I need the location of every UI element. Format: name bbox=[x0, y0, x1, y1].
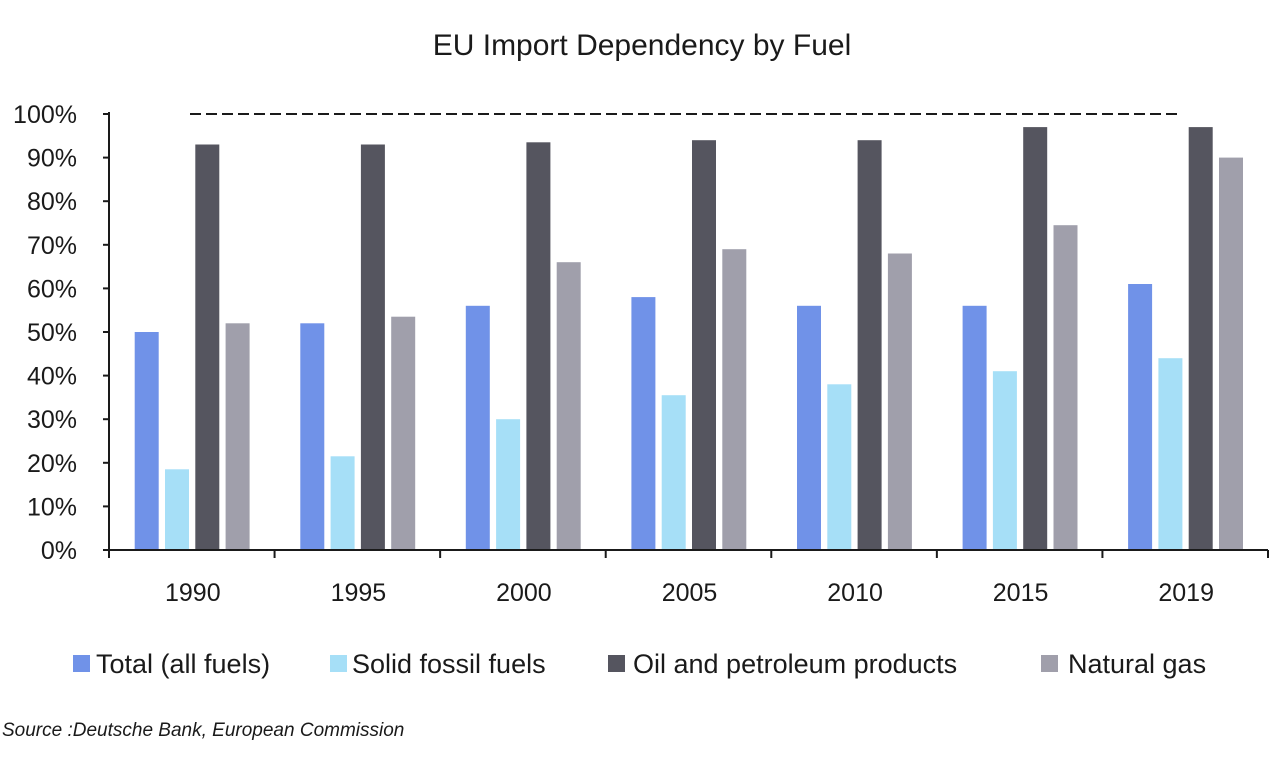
x-tick-label: 1995 bbox=[331, 579, 387, 607]
bar-2015-series-2 bbox=[992, 371, 1017, 550]
bar-2019-series-3 bbox=[1188, 127, 1213, 550]
x-tick-label: 2010 bbox=[827, 579, 883, 607]
legend-swatch-solid bbox=[330, 655, 347, 672]
legend-swatch-oil bbox=[608, 655, 625, 672]
bar-2010-series-3 bbox=[857, 140, 882, 550]
bar-2010-series-2 bbox=[827, 384, 852, 550]
bar-2000-series-2 bbox=[496, 419, 521, 550]
y-tick-label: 0% bbox=[41, 537, 77, 565]
bar-2019-series-2 bbox=[1158, 358, 1183, 550]
y-tick-label: 100% bbox=[13, 101, 77, 129]
bar-1995-series-3 bbox=[360, 144, 385, 550]
bar-2015-series-1 bbox=[962, 305, 987, 550]
legend-swatch-gas bbox=[1041, 655, 1058, 672]
bar-1990-series-4 bbox=[225, 323, 250, 550]
x-tick-label: 2000 bbox=[496, 579, 552, 607]
bar-2000-series-4 bbox=[556, 262, 581, 550]
bar-2000-series-3 bbox=[526, 142, 551, 551]
bar-1995-series-4 bbox=[391, 316, 416, 550]
legend-label-total: Total (all fuels) bbox=[96, 649, 270, 679]
y-tick-label: 50% bbox=[27, 319, 77, 347]
bar-2019-series-4 bbox=[1219, 157, 1243, 550]
bar-2010-series-4 bbox=[887, 253, 912, 550]
legend: Total (all fuels) Solid fossil fuels Oil… bbox=[73, 649, 1206, 679]
y-tick-label: 30% bbox=[27, 406, 77, 434]
x-tick-label: 2019 bbox=[1158, 579, 1214, 607]
y-axis-ticks: 0% 10% 20% 30% 40% 50% 60% 70% 80% 90% 100% bbox=[13, 101, 109, 565]
bar-1990-series-3 bbox=[195, 144, 220, 550]
bar-1990-series-1 bbox=[134, 332, 159, 550]
bar-1990-series-2 bbox=[165, 469, 189, 550]
bar-2019-series-1 bbox=[1128, 284, 1153, 550]
source-note: Source :Deutsche Bank, European Commissi… bbox=[2, 720, 404, 741]
x-tick-label: 1990 bbox=[165, 579, 221, 607]
bar-2000-series-1 bbox=[465, 305, 490, 550]
y-tick-label: 20% bbox=[27, 450, 77, 478]
x-tick-label: 2005 bbox=[662, 579, 718, 607]
bar-2005-series-1 bbox=[631, 297, 656, 550]
y-tick-label: 60% bbox=[27, 275, 77, 303]
bar-2015-series-3 bbox=[1023, 127, 1048, 550]
bar-2010-series-1 bbox=[797, 305, 821, 550]
bar-1995-series-1 bbox=[300, 323, 325, 550]
bars bbox=[134, 127, 1243, 551]
bar-2015-series-4 bbox=[1053, 225, 1078, 550]
y-tick-label: 10% bbox=[27, 493, 77, 521]
legend-label-solid: Solid fossil fuels bbox=[352, 649, 546, 679]
x-tick-label: 2015 bbox=[993, 579, 1049, 607]
bar-2005-series-3 bbox=[692, 140, 716, 550]
legend-label-gas: Natural gas bbox=[1068, 649, 1206, 679]
axes bbox=[103, 112, 1269, 558]
x-axis-ticks: 1990 1995 2000 2005 2010 2015 2019 bbox=[165, 579, 1214, 607]
y-tick-label: 70% bbox=[27, 232, 77, 260]
chart-title: EU Import Dependency by Fuel bbox=[433, 29, 852, 62]
bar-2005-series-4 bbox=[722, 249, 747, 550]
legend-label-oil: Oil and petroleum products bbox=[633, 649, 957, 679]
y-tick-label: 90% bbox=[27, 145, 77, 173]
bar-2005-series-2 bbox=[661, 395, 686, 550]
legend-swatch-total bbox=[73, 655, 90, 672]
bar-1995-series-2 bbox=[330, 456, 355, 550]
y-tick-label: 80% bbox=[27, 188, 77, 216]
y-tick-label: 40% bbox=[27, 363, 77, 391]
